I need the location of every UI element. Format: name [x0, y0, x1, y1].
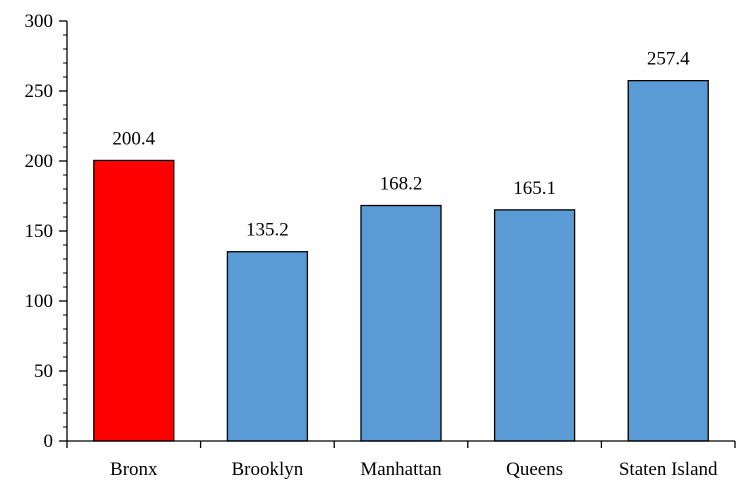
category-label: Bronx — [110, 459, 158, 480]
y-tick-label: 250 — [25, 81, 54, 102]
bar-bronx — [93, 159, 175, 442]
y-tick-label: 200 — [25, 151, 54, 172]
data-label: 165.1 — [513, 178, 556, 199]
y-tick-label: 150 — [25, 221, 54, 242]
category-label: Brooklyn — [232, 459, 304, 480]
data-label: 135.2 — [246, 220, 289, 241]
bar-manhattan — [360, 204, 442, 442]
data-label: 200.4 — [112, 128, 155, 149]
y-tick-label: 0 — [44, 431, 54, 452]
bar-staten-island — [627, 79, 709, 442]
data-labels: 200.4 135.2 168.2 165.1 257.4 — [112, 49, 690, 241]
category-label: Queens — [506, 459, 563, 480]
x-ticks — [66, 441, 736, 448]
data-label: 257.4 — [647, 49, 690, 70]
y-tick-label: 100 — [25, 291, 54, 312]
bars — [93, 79, 709, 442]
y-tick-label: 50 — [34, 361, 53, 382]
category-label: Manhattan — [360, 459, 442, 480]
category-labels: Bronx Brooklyn Manhattan Queens Staten Islan… — [110, 459, 718, 480]
data-label: 168.2 — [380, 174, 423, 195]
y-minor-ticks — [63, 34, 67, 428]
y-tick-label: 300 — [25, 11, 54, 32]
bar-queens — [493, 209, 576, 442]
y-tick-labels: 0 50 100 150 200 250 300 — [25, 11, 54, 452]
category-label: Staten Island — [619, 459, 718, 480]
y-major-ticks — [59, 20, 67, 442]
bar-brooklyn — [226, 251, 309, 442]
